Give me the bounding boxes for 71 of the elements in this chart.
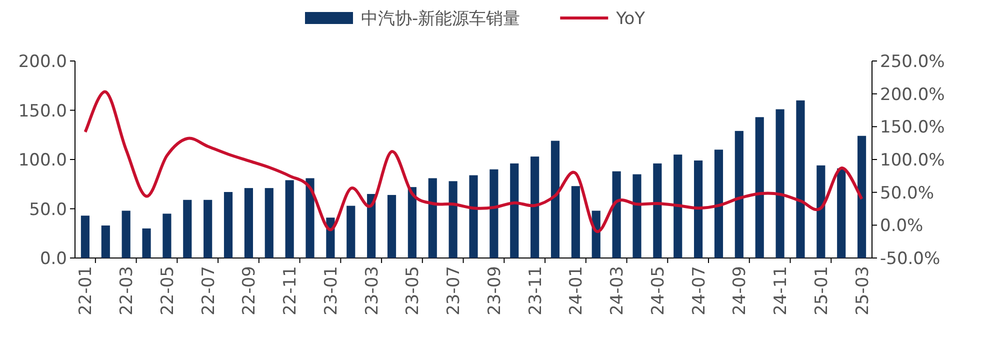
bar [755, 117, 764, 258]
bar [550, 140, 560, 258]
y2-tick-label: 150.0% [880, 118, 945, 138]
y-tick-label: 50.0 [29, 200, 67, 220]
y2-tick-label: 250.0% [880, 52, 945, 72]
bar [837, 168, 846, 258]
bar [469, 175, 478, 258]
x-tick-label: 23-11 [526, 266, 546, 316]
bar [816, 165, 826, 258]
x-tick-label: 23-03 [362, 266, 382, 316]
bar [653, 163, 662, 258]
bar [122, 210, 130, 258]
x-tick-label: 25-03 [852, 266, 873, 316]
x-tick-label: 22-01 [76, 266, 96, 316]
x-tick-label: 24-05 [648, 266, 668, 316]
y2-tick-label: 200.0% [880, 84, 945, 105]
x-tick-label: 24-09 [730, 266, 750, 316]
y-tick-label: 0.0 [40, 249, 67, 269]
bar [571, 186, 580, 258]
bar [714, 150, 724, 258]
y2-tick-label: 100.0% [880, 150, 945, 170]
bar [306, 178, 314, 258]
legend-label: 中汽协-新能源车销量 [361, 9, 520, 29]
bar [183, 200, 192, 258]
y2-tick-label: -50.0% [880, 249, 940, 269]
y2-tick-label: 0.0% [880, 216, 924, 236]
bar [510, 163, 519, 258]
bar [387, 194, 396, 258]
bar [857, 136, 866, 258]
x-tick-label: 22-03 [117, 266, 138, 316]
bar [694, 160, 703, 258]
bar [734, 130, 744, 258]
bar [224, 192, 233, 258]
bar [80, 216, 90, 258]
x-tick-label: 25-01 [812, 266, 832, 316]
bar [490, 169, 498, 258]
x-tick-label: 22-11 [280, 266, 301, 316]
x-tick-label: 23-05 [403, 266, 424, 316]
bar [448, 181, 458, 258]
bar [264, 188, 274, 258]
bar [530, 156, 540, 258]
bar [632, 174, 642, 258]
bar [285, 180, 294, 258]
bar [142, 228, 151, 258]
y-tick-label: 100.0 [18, 150, 67, 170]
bar [796, 100, 805, 258]
bar [408, 187, 416, 258]
bar [346, 206, 356, 258]
x-tick-label: 23-01 [321, 266, 342, 316]
bar [612, 171, 621, 258]
x-tick-label: 24-07 [689, 266, 710, 316]
x-tick-label: 23-07 [444, 266, 464, 316]
legend-label: YoY [615, 9, 646, 29]
bar [204, 200, 212, 258]
bar [244, 188, 253, 258]
x-tick-label: 24-11 [771, 266, 792, 316]
x-tick-label: 22-05 [158, 266, 178, 316]
bar [367, 194, 376, 258]
x-tick-label: 22-07 [198, 266, 219, 316]
bar [776, 109, 784, 258]
bar [674, 154, 682, 258]
x-tick-label: 24-01 [566, 266, 587, 316]
bar [162, 214, 172, 258]
bar [428, 178, 437, 258]
y-tick-label: 150.0 [18, 101, 67, 122]
bar [101, 225, 110, 258]
y-tick-label: 200.0 [18, 52, 67, 72]
x-tick-label: 22-09 [240, 266, 260, 316]
y2-tick-label: 50.0% [880, 183, 934, 204]
x-tick-label: 23-09 [484, 266, 505, 316]
x-tick-label: 24-03 [608, 266, 628, 316]
